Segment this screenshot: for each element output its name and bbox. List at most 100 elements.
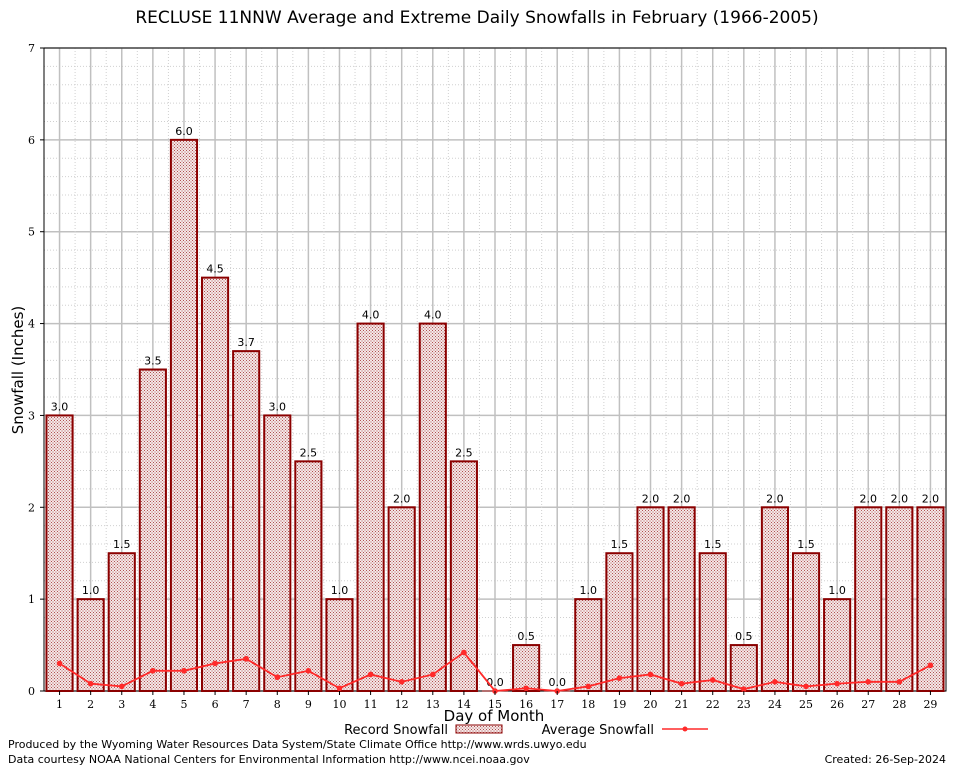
bar-value-label: 0.5 <box>517 630 535 643</box>
average-point <box>336 685 343 692</box>
record-bar <box>449 460 478 692</box>
footer-producer: Produced by the Wyoming Water Resources … <box>8 738 587 751</box>
record-bar <box>76 598 105 693</box>
average-point <box>709 677 716 683</box>
y-tick-label: 1 <box>28 593 35 606</box>
x-axis-label: Day of Month <box>444 707 545 725</box>
x-tick-label: 6 <box>212 698 219 711</box>
chart-title: RECLUSE 11NNW Average and Extreme Daily … <box>135 8 819 28</box>
average-point <box>865 679 872 685</box>
record-bar <box>729 644 758 692</box>
x-tick-label: 4 <box>149 698 156 711</box>
record-bar <box>605 552 634 693</box>
bar-value-label: 2.5 <box>300 446 318 459</box>
x-tick-label: 24 <box>768 698 782 711</box>
x-tick-label: 28 <box>892 698 906 711</box>
bar-value-label: 2.0 <box>673 492 691 505</box>
x-tick-label: 2 <box>87 698 94 711</box>
bar-value-label: 3.0 <box>269 400 287 413</box>
record-bar <box>791 552 821 693</box>
bar-value-label: 1.0 <box>828 584 846 597</box>
average-point <box>243 656 249 662</box>
x-tick-label: 29 <box>923 698 937 711</box>
average-point <box>896 679 903 685</box>
record-bar <box>325 598 354 693</box>
bar-value-label: 4.0 <box>424 309 442 322</box>
x-tick-label: 22 <box>706 698 720 711</box>
average-point <box>647 671 654 678</box>
bar-value-label: 4.5 <box>206 263 224 276</box>
record-bar <box>512 644 541 692</box>
record-bar <box>138 368 167 692</box>
average-point <box>678 680 685 687</box>
legend-average-label: Average Snowfall <box>542 723 654 738</box>
bar-value-label: 3.5 <box>144 355 162 368</box>
snowfall-chart: 3.0 1.0 1.5 3.5 6.0 4.5 3.7 3.0 2.5 1.0 4.0 2.0 4.0 2… <box>9 42 947 738</box>
average-point <box>461 649 467 656</box>
average-point <box>305 667 312 674</box>
bar-value-label: 6.0 <box>175 125 193 138</box>
bar-value-label: 1.5 <box>113 538 131 551</box>
average-point <box>429 671 436 678</box>
record-bar <box>418 322 447 692</box>
y-tick-label: 4 <box>28 318 35 331</box>
bar-value-label: 2.0 <box>891 492 909 505</box>
x-tick-label: 27 <box>861 698 875 711</box>
x-tick-label: 15 <box>488 698 502 711</box>
bar-value-label: 2.0 <box>766 492 784 505</box>
bar-value-label: 2.5 <box>455 446 473 459</box>
x-tick-label: 7 <box>243 698 250 711</box>
bar-value-label: 1.5 <box>704 538 722 551</box>
x-tick-label: 9 <box>305 698 312 711</box>
x-tick-label: 1 <box>56 698 63 711</box>
x-tick-label: 19 <box>612 698 626 711</box>
x-tick-label: 23 <box>737 698 751 711</box>
record-bar <box>698 552 727 693</box>
bar-value-label: 2.0 <box>393 492 411 505</box>
x-tick-label: 8 <box>274 698 281 711</box>
bar-value-label: 0.0 <box>548 676 566 689</box>
x-tick-label: 17 <box>550 698 564 711</box>
average-point <box>741 686 747 692</box>
legend: Record Snowfall Average Snowfall <box>344 723 708 738</box>
record-bar <box>169 138 199 693</box>
record-bar <box>201 276 230 692</box>
average-point <box>585 683 592 690</box>
record-bar <box>294 460 323 692</box>
bar-value-label: 2.0 <box>642 492 660 505</box>
y-tick-label: 6 <box>28 134 35 147</box>
x-tick-label: 10 <box>332 698 346 711</box>
average-point <box>87 680 94 687</box>
bar-value-label: 0.5 <box>735 630 753 643</box>
y-axis-label: Snowfall (Inches) <box>9 306 27 434</box>
record-bar <box>107 552 136 693</box>
x-tick-label: 14 <box>457 698 471 711</box>
average-point <box>523 685 529 692</box>
y-tick-label: 2 <box>28 501 35 514</box>
bar-value-label: 3.0 <box>51 400 69 413</box>
record-bar <box>574 598 603 693</box>
record-bar <box>854 506 883 692</box>
x-tick-label: 25 <box>799 698 813 711</box>
bar-value-label: 2.0 <box>922 492 940 505</box>
x-tick-label: 3 <box>118 698 125 711</box>
footer-courtesy: Data courtesy NOAA National Centers for … <box>8 753 530 766</box>
average-point <box>834 680 840 687</box>
y-tick-label: 7 <box>28 42 35 55</box>
bar-value-label: 1.0 <box>580 584 598 597</box>
legend-record-label: Record Snowfall <box>344 723 448 738</box>
average-point <box>367 671 374 678</box>
bar-value-label: 2.0 <box>859 492 877 505</box>
record-bar <box>667 506 696 692</box>
record-bar <box>885 506 914 692</box>
x-tick-label: 11 <box>364 698 378 711</box>
x-axis-ticks: 1 2 3 4 5 6 7 8 9 10 11 12 13 14 15 16 17 18 19 20 21 22 23 24 2… <box>56 691 937 711</box>
legend-record-swatch <box>455 724 503 734</box>
average-point <box>398 679 405 685</box>
average-point <box>927 662 934 669</box>
x-tick-label: 16 <box>519 698 533 711</box>
record-bar <box>356 322 385 692</box>
record-bar <box>45 414 74 692</box>
bar-value-label: 3.7 <box>237 336 255 349</box>
average-point <box>118 683 125 690</box>
